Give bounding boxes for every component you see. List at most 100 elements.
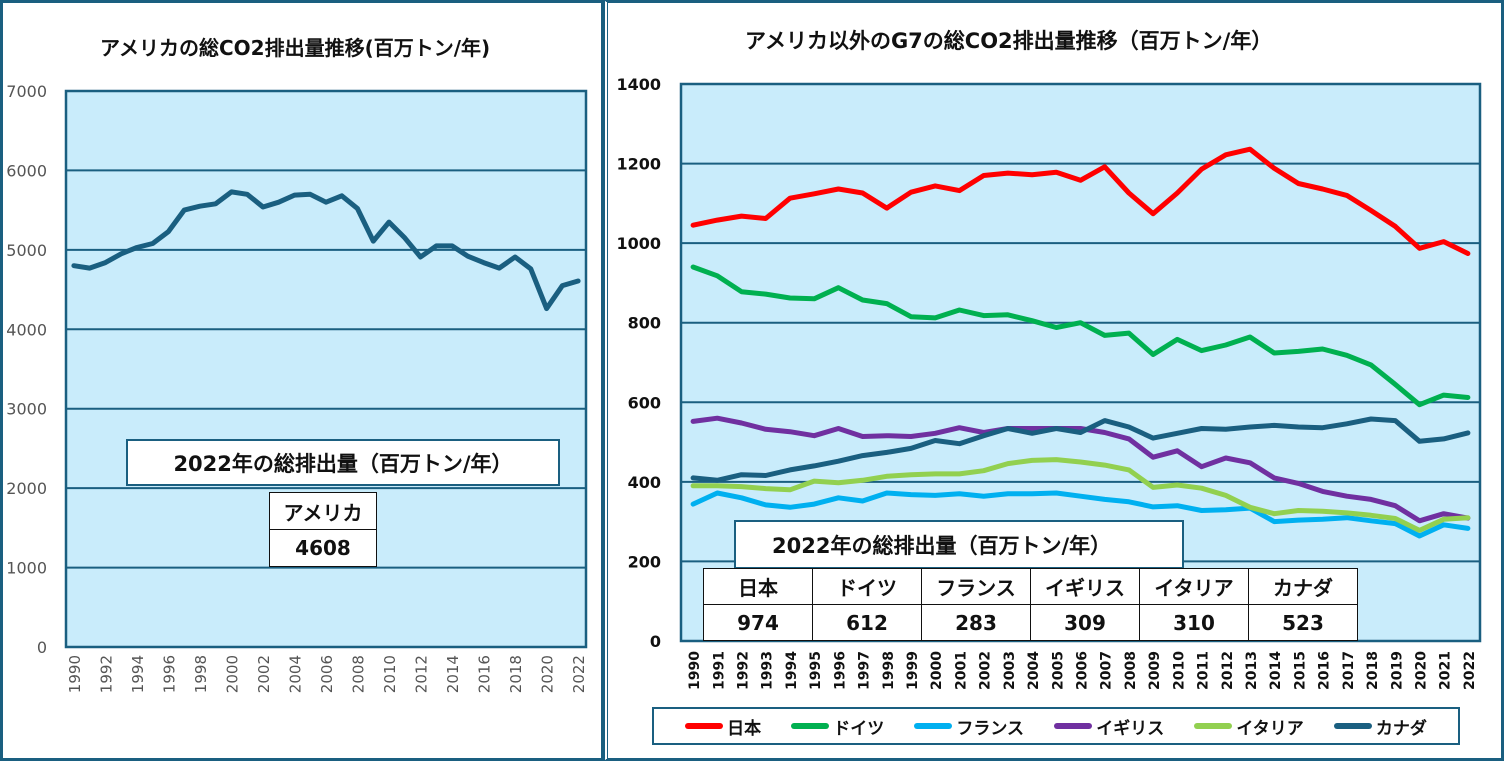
- legend-swatch: [914, 723, 953, 729]
- g7-summary-value: 309: [1030, 604, 1140, 641]
- y-tick-label: 1000: [616, 234, 661, 253]
- plot-border: [64, 89, 588, 649]
- g7-legend: 日本 ドイツ フランス イギリス イタリア カナダ: [652, 707, 1460, 745]
- legend-swatch: [1333, 723, 1372, 729]
- x-tick-label: 1996: [832, 651, 848, 690]
- series-line: [690, 490, 1471, 539]
- legend-item-germany: ドイツ: [791, 714, 884, 739]
- legend-label: イギリス: [1096, 718, 1165, 739]
- y-tick-label: 400: [628, 473, 661, 492]
- x-tick-label: 1991: [711, 651, 727, 690]
- series-line: [690, 264, 1471, 408]
- x-tick-label: 1992: [97, 655, 115, 693]
- x-tick-label: 1992: [736, 651, 752, 690]
- x-tick-label: 2008: [350, 655, 368, 693]
- x-tick-label: 2020: [539, 655, 557, 693]
- x-tick-label: 1999: [905, 651, 921, 690]
- plot-border: [679, 82, 1482, 643]
- x-tick-label: 2016: [1317, 651, 1333, 690]
- g7-summary-title: 2022年の総排出量（百万トン/年）: [734, 520, 1184, 569]
- x-tick-label: 2005: [1050, 651, 1066, 690]
- g7-summary-header: イタリア: [1139, 568, 1249, 605]
- legend-item-uk: イギリス: [1054, 714, 1164, 739]
- x-tick-label: 2012: [1220, 651, 1236, 690]
- legend-item-japan: 日本: [685, 714, 761, 739]
- g7-summary-value: 283: [921, 604, 1031, 641]
- x-tick-label: 2002: [255, 655, 273, 693]
- legend-label: イタリア: [1236, 718, 1304, 739]
- y-tick-label: 3000: [6, 400, 47, 419]
- x-tick-label: 2014: [444, 655, 462, 693]
- g7-chart-title: アメリカ以外のG7の総CO2排出量推移（百万トン/年）: [745, 29, 1273, 53]
- g7-summary-value: 310: [1139, 604, 1249, 641]
- y-tick-label: 1200: [616, 155, 661, 174]
- y-tick-label: 800: [628, 314, 661, 333]
- x-tick-label: 2015: [1292, 651, 1308, 690]
- legend-label: ドイツ: [833, 718, 885, 739]
- series-line: [690, 457, 1471, 533]
- y-tick-label: 6000: [6, 161, 47, 180]
- x-tick-label: 1998: [192, 655, 210, 693]
- x-tick-label: 2008: [1123, 651, 1139, 690]
- x-tick-label: 2002: [978, 651, 994, 690]
- x-tick-label: 2006: [318, 655, 336, 693]
- y-tick-label: 0: [37, 638, 47, 657]
- x-tick-label: 2022: [570, 655, 588, 693]
- x-tick-label: 2012: [413, 655, 431, 693]
- us-chart-title: アメリカの総CO2排出量推移(百万トン/年): [100, 36, 491, 60]
- legend-label: フランス: [956, 718, 1025, 739]
- y-tick-label: 5000: [6, 241, 47, 260]
- x-tick-label: 2006: [1075, 651, 1091, 690]
- series-line: [690, 146, 1471, 256]
- legend-swatch: [791, 723, 830, 729]
- g7-summary-header: カナダ: [1248, 568, 1358, 605]
- g7-summary-header: ドイツ: [812, 568, 922, 605]
- y-tick-label: 0: [650, 632, 661, 651]
- series-line: [690, 416, 1471, 483]
- g7-summary-header: 日本: [703, 568, 813, 605]
- x-tick-label: 2016: [476, 655, 494, 693]
- x-tick-label: 1994: [784, 651, 800, 690]
- x-tick-label: 2010: [381, 655, 399, 693]
- y-tick-label: 2000: [6, 479, 47, 498]
- x-tick-label: 2021: [1438, 651, 1454, 690]
- legend-item-italy: イタリア: [1194, 714, 1304, 739]
- y-tick-label: 200: [628, 552, 661, 571]
- x-tick-label: 2018: [1365, 651, 1381, 690]
- us-summary-value: 4608: [269, 529, 377, 567]
- x-tick-label: 2022: [1462, 651, 1478, 690]
- x-tick-label: 2014: [1268, 651, 1284, 690]
- y-tick-label: 1000: [6, 559, 47, 578]
- x-tick-label: 2017: [1341, 651, 1357, 690]
- x-tick-label: 2013: [1244, 651, 1260, 690]
- legend-swatch: [1054, 723, 1093, 729]
- legend-label: カナダ: [1375, 718, 1427, 739]
- us-summary-table: アメリカ 4608: [269, 492, 377, 567]
- y-tick-label: 600: [628, 393, 661, 412]
- x-tick-label: 2000: [929, 651, 945, 690]
- x-tick-label: 1990: [687, 651, 703, 690]
- x-tick-label: 2004: [286, 655, 304, 693]
- legend-swatch: [1194, 723, 1233, 729]
- x-tick-label: 2000: [223, 655, 241, 693]
- x-tick-label: 2019: [1389, 651, 1405, 690]
- x-tick-label: 1996: [160, 655, 178, 693]
- g7-summary-header: イギリス: [1030, 568, 1140, 605]
- g7-summary-header: フランス: [921, 568, 1031, 605]
- x-tick-label: 2020: [1413, 651, 1429, 690]
- x-tick-label: 2011: [1196, 651, 1212, 690]
- legend-item-france: フランス: [914, 714, 1024, 739]
- x-tick-label: 2018: [507, 655, 525, 693]
- us-summary-title: 2022年の総排出量（百万トン/年）: [126, 439, 560, 486]
- y-tick-label: 7000: [6, 82, 47, 101]
- x-tick-label: 1998: [881, 651, 897, 690]
- g7-summary-value: 523: [1248, 604, 1358, 641]
- series-line: [690, 415, 1471, 524]
- x-tick-label: 2007: [1099, 651, 1115, 690]
- x-tick-label: 2001: [953, 651, 969, 690]
- x-tick-label: 2010: [1171, 651, 1187, 690]
- g7-summary-table: 日本 ドイツ フランス イギリス イタリア カナダ 974 612 283 30…: [703, 568, 1358, 641]
- x-tick-label: 2003: [1002, 651, 1018, 690]
- y-tick-label: 1400: [616, 75, 661, 94]
